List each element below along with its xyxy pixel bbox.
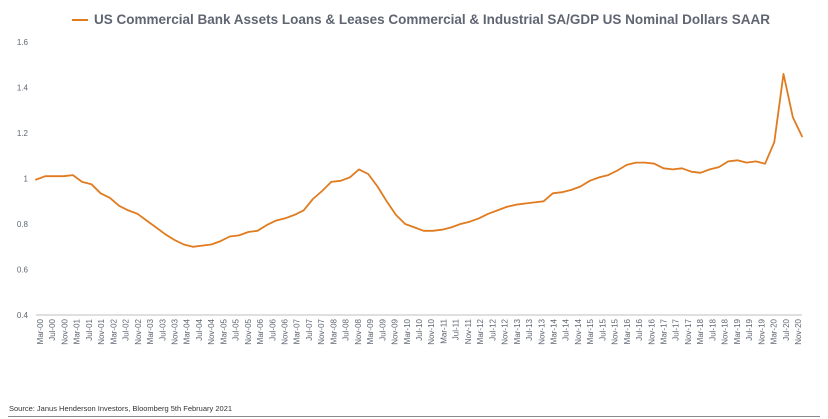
- x-tick-label: Nov-16: [647, 318, 656, 344]
- x-tick-label: Mar-11: [439, 318, 448, 343]
- x-tick-label: Jul-10: [415, 318, 424, 340]
- x-tick-label: Nov-09: [391, 318, 400, 344]
- x-tick-label: Jul-04: [195, 318, 204, 340]
- x-tick-label: Nov-02: [134, 318, 143, 344]
- series-group: [35, 73, 803, 248]
- x-tick-label: Nov-19: [757, 318, 766, 344]
- x-tick-label: Jul-16: [635, 318, 644, 340]
- series-line: [35, 73, 803, 248]
- x-tick-label: Jul-11: [452, 318, 461, 340]
- x-tick-label: Jul-02: [122, 318, 131, 340]
- x-tick-label: Nov-20: [794, 318, 803, 344]
- x-tick-label: Mar-02: [109, 318, 118, 344]
- x-tick-label: Mar-07: [293, 318, 302, 344]
- x-tick-label: Mar-15: [586, 318, 595, 344]
- x-tick-label: Jul-14: [562, 318, 571, 340]
- x-tick-label: Nov-18: [721, 318, 730, 344]
- y-tick-label: 1.4: [17, 84, 29, 93]
- x-tick-label: Nov-10: [427, 318, 436, 344]
- x-tick-label: Mar-20: [770, 318, 779, 344]
- x-tick-label: Nov-01: [97, 318, 106, 344]
- x-tick-label: Nov-03: [170, 318, 179, 344]
- x-tick-label: Nov-15: [611, 318, 620, 344]
- x-tick-label: Nov-12: [501, 318, 510, 344]
- x-tick-label: Jul-03: [158, 318, 167, 340]
- x-tick-label: Jul-18: [708, 318, 717, 340]
- y-tick-label: 0.8: [17, 220, 29, 229]
- y-tick-label: 1: [24, 175, 29, 184]
- x-tick-label: Nov-00: [60, 318, 69, 344]
- y-axis-labels: 0.4 0.6 0.8 1 1.2 1.4 1.6: [17, 38, 29, 320]
- x-tick-label: Nov-08: [354, 318, 363, 344]
- x-axis-labels: Mar-00 Jul-00 Nov-00 Mar-01 Jul-01 Nov-01 Mar-…: [36, 318, 803, 344]
- x-tick-label: Nov-06: [281, 318, 290, 344]
- x-tick-label: Jul-13: [525, 318, 534, 340]
- legend-swatch: [72, 19, 88, 21]
- x-tick-label: Mar-05: [219, 318, 228, 344]
- x-tick-label: Mar-06: [256, 318, 265, 344]
- y-tick-label: 0.4: [17, 311, 29, 320]
- x-tick-label: Nov-14: [574, 318, 583, 344]
- legend-label: US Commercial Bank Assets Loans & Leases…: [94, 12, 770, 27]
- x-tick-label: Mar-01: [73, 318, 82, 344]
- x-tick-label: Jul-12: [488, 318, 497, 340]
- x-tick-label: Nov-07: [317, 318, 326, 344]
- x-tick-label: Jul-08: [342, 318, 351, 340]
- x-tick-label: Mar-19: [733, 318, 742, 344]
- x-tick-label: Jul-15: [598, 318, 607, 340]
- x-tick-label: Jul-06: [268, 318, 277, 340]
- x-tick-label: Mar-18: [696, 318, 705, 344]
- x-tick-label: Nov-05: [244, 318, 253, 344]
- x-tick-label: Mar-10: [403, 318, 412, 344]
- x-tick-label: Mar-16: [623, 318, 632, 344]
- x-tick-label: Mar-14: [549, 318, 558, 344]
- x-tick-label: Mar-03: [146, 318, 155, 344]
- x-tick-label: Nov-13: [537, 318, 546, 344]
- x-tick-label: Mar-08: [329, 318, 338, 344]
- x-tick-label: Mar-17: [660, 318, 669, 344]
- x-tick-label: Jul-07: [305, 318, 314, 340]
- x-tick-label: Mar-00: [36, 318, 45, 344]
- x-tick-label: Jul-09: [378, 318, 387, 340]
- y-tick-label: 0.6: [17, 266, 29, 275]
- y-tick-label: 1.6: [17, 38, 29, 47]
- x-tick-label: Jul-17: [672, 318, 681, 340]
- x-tick-label: Mar-12: [476, 318, 485, 344]
- x-tick-label: Mar-09: [366, 318, 375, 344]
- x-tick-label: Mar-04: [183, 318, 192, 344]
- x-tick-label: Jul-05: [232, 318, 241, 340]
- x-tick-label: Jul-20: [782, 318, 791, 340]
- x-tick-label: Jul-00: [48, 318, 57, 340]
- x-tick-label: Jul-19: [745, 318, 754, 340]
- x-tick-label: Nov-11: [464, 318, 473, 344]
- x-tick-label: Nov-17: [684, 318, 693, 344]
- source-note: Source: Janus Henderson Investors, Bloom…: [9, 404, 233, 413]
- footer-divider: [8, 416, 820, 417]
- x-tick-label: Nov-04: [207, 318, 216, 344]
- y-tick-label: 1.2: [17, 129, 29, 138]
- x-tick-label: Mar-13: [513, 318, 522, 344]
- x-tick-label: Jul-01: [85, 318, 94, 340]
